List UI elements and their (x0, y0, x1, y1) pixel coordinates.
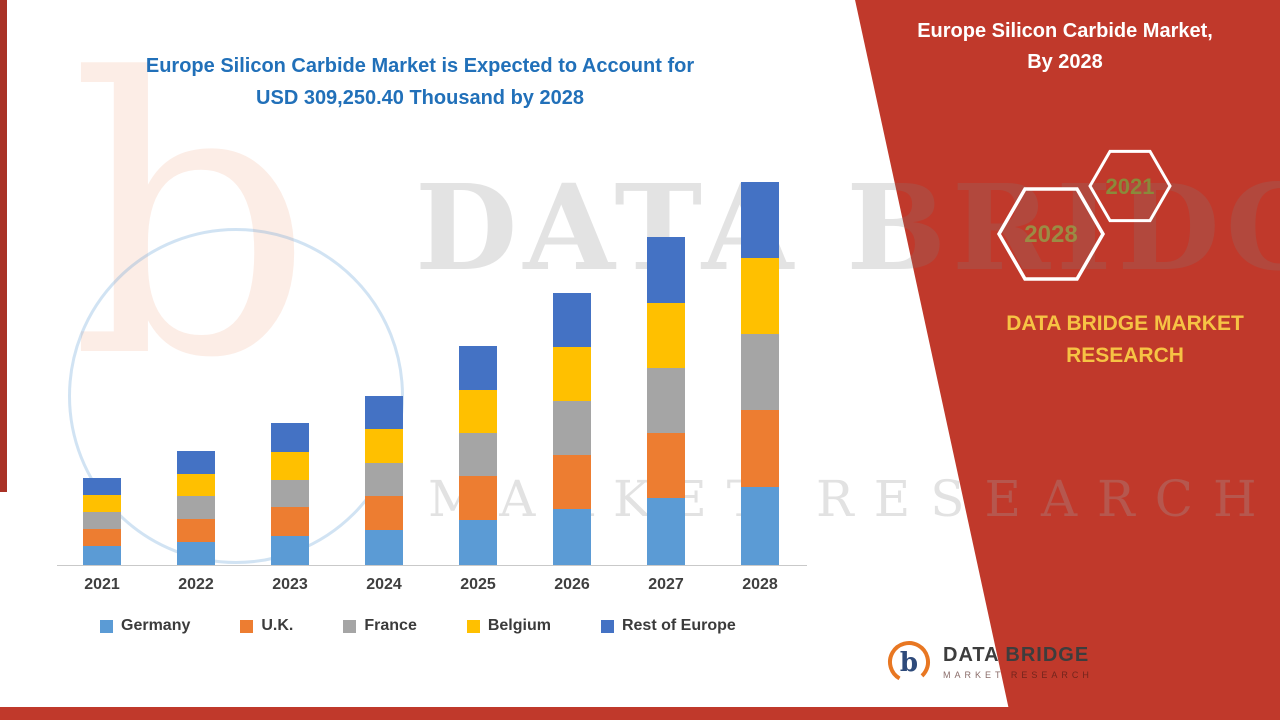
bar-segment-2023-u-k- (271, 507, 309, 536)
legend-swatch-icon (466, 619, 480, 633)
page-title: Europe Silicon Carbide Market is Expecte… (70, 50, 770, 115)
bar-segment-2027-belgium (647, 302, 685, 368)
bar-2025 (459, 345, 497, 565)
logo-name: DATA BRIDGE (943, 644, 1090, 666)
panel-title-line1: Europe Silicon Carbide Market, (917, 20, 1213, 42)
hexagon-2028-icon (996, 187, 1106, 281)
x-axis-label-2028: 2028 (742, 576, 778, 593)
bar-segment-2023-germany (271, 535, 309, 565)
bar-segment-2021-u-k- (83, 529, 121, 547)
bar-segment-2024-rest-of-europe (365, 396, 403, 430)
bar-segment-2021-france (83, 511, 121, 530)
year-hexagons: 2021 2028 (996, 149, 1172, 281)
hexagon-2028-label: 2028 (1024, 221, 1077, 248)
hexagon-2021-label: 2021 (1106, 174, 1155, 199)
data-bridge-logo: b DATA BRIDGE MARKET RESEARCH (885, 638, 1093, 686)
bar-segment-2021-belgium (83, 495, 121, 512)
bar-2023 (271, 423, 309, 565)
bar-segment-2028-rest-of-europe (741, 181, 779, 258)
bar-segment-2027-u-k- (647, 432, 685, 499)
bottom-accent-strip (0, 707, 1280, 720)
legend-label: U.K. (261, 617, 294, 634)
legend-item-belgium: Belgium (466, 617, 551, 635)
stacked-bar-chart (55, 163, 807, 565)
bar-segment-2022-belgium (177, 474, 215, 497)
bar-segment-2022-france (177, 496, 215, 519)
bar-segment-2021-rest-of-europe (83, 478, 121, 496)
bar-2024 (365, 396, 403, 565)
bar-segment-2024-germany (365, 530, 403, 565)
bar-segment-2025-u-k- (459, 476, 497, 521)
bar-segment-2026-rest-of-europe (553, 292, 591, 348)
bar-2027 (647, 237, 685, 565)
bar-segment-2022-u-k- (177, 518, 215, 542)
bar-segment-2026-u-k- (553, 454, 591, 510)
x-axis-label-2027: 2027 (648, 576, 684, 593)
x-axis-label-2023: 2023 (272, 576, 308, 593)
bar-segment-2026-france (553, 400, 591, 455)
page-title-line1: Europe Silicon Carbide Market is Expecte… (145, 55, 695, 77)
watermark-circle (68, 228, 404, 564)
brand-text-line1: DATA BRIDGE MARKET (1006, 312, 1244, 335)
x-axis-label-2025: 2025 (460, 576, 496, 593)
bar-segment-2024-u-k- (365, 496, 403, 531)
panel-title: Europe Silicon Carbide Market, By 2028 (900, 16, 1230, 78)
x-axis-label-2022: 2022 (178, 576, 214, 593)
legend-item-germany: Germany (100, 617, 190, 635)
x-axis-line (57, 565, 807, 566)
legend-swatch-icon (240, 619, 254, 633)
bar-segment-2023-france (271, 479, 309, 508)
legend-label: France (364, 617, 417, 634)
bar-segment-2025-france (459, 433, 497, 477)
bar-segment-2024-france (365, 462, 403, 497)
bar-segment-2028-belgium (741, 257, 779, 335)
page-title-line2: USD 309,250.40 Thousand by 2028 (256, 87, 584, 110)
bar-2022 (177, 451, 215, 565)
bar-2021 (83, 478, 121, 565)
logo-text: DATA BRIDGE MARKET RESEARCH (943, 644, 1093, 680)
svg-text:b: b (900, 648, 918, 678)
x-axis-labels: 2021 2022 2023 2024 2025 2026 2027 2028 (55, 576, 807, 594)
x-axis-label-2024: 2024 (366, 576, 402, 593)
legend-item-france: France (343, 617, 417, 635)
bar-segment-2027-rest-of-europe (647, 237, 685, 303)
bar-segment-2024-belgium (365, 429, 403, 463)
legend-swatch-icon (100, 619, 113, 633)
legend-label: Belgium (487, 617, 551, 634)
logo-tagline: MARKET RESEARCH (943, 670, 1093, 680)
left-accent-strip (0, 0, 7, 492)
data-bridge-logo-icon: b (888, 641, 930, 683)
bar-segment-2025-germany (459, 520, 497, 565)
bar-segment-2023-belgium (271, 451, 309, 480)
bar-segment-2022-rest-of-europe (177, 451, 215, 475)
bar-segment-2026-belgium (553, 347, 591, 401)
bar-segment-2025-belgium (459, 389, 497, 434)
legend-label: Rest of Europe (621, 617, 736, 634)
bar-segment-2027-france (647, 367, 685, 433)
hexagon-2021-icon (1088, 149, 1172, 223)
bar-2026 (553, 292, 591, 565)
bar-2028 (741, 181, 779, 565)
bar-segment-2026-germany (553, 509, 591, 565)
x-axis-label-2026: 2026 (554, 576, 590, 593)
x-axis-label-2021: 2021 (84, 576, 120, 593)
legend-item-rest-of-europe: Rest of Europe (600, 617, 736, 635)
bar-segment-2022-germany (177, 541, 215, 565)
bar-segment-2028-germany (741, 487, 779, 565)
legend-item-u-k-: U.K. (240, 617, 293, 635)
legend-label: Germany (121, 617, 191, 634)
legend-swatch-icon (600, 619, 614, 633)
bar-segment-2028-u-k- (741, 410, 779, 487)
brand-text: DATA BRIDGE MARKET RESEARCH (960, 308, 1280, 371)
brand-text-line2: RESEARCH (1066, 343, 1184, 367)
panel-title-line2: By 2028 (1027, 51, 1103, 73)
bar-segment-2027-germany (647, 498, 685, 565)
chart-legend: Germany U.K. France Belgium Rest of Europe (100, 617, 736, 635)
legend-swatch-icon (343, 619, 357, 633)
bar-segment-2021-germany (83, 546, 121, 565)
bar-segment-2023-rest-of-europe (271, 423, 309, 452)
bar-segment-2025-rest-of-europe (459, 345, 497, 390)
bar-segment-2028-france (741, 334, 779, 411)
